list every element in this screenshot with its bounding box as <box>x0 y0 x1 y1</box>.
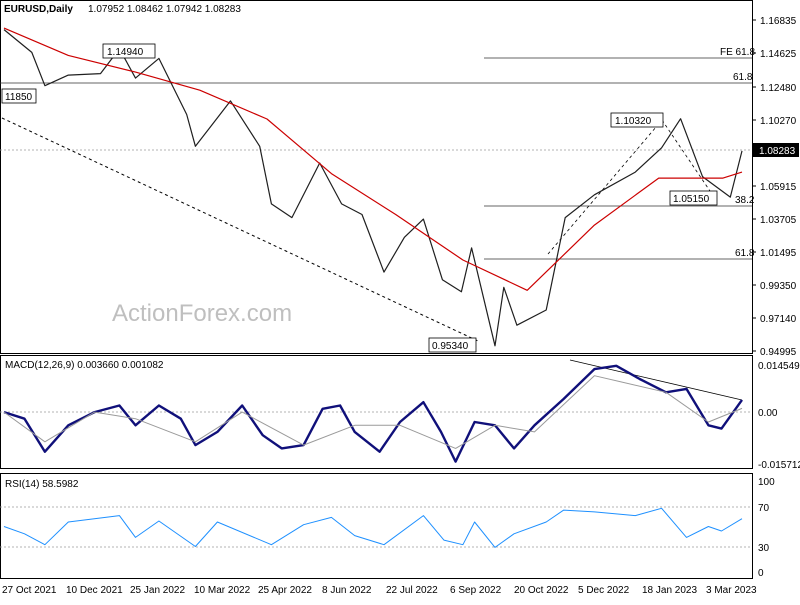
label-11850-text: 11850 <box>5 92 33 103</box>
label-105150: 1.05150 <box>669 190 718 206</box>
xtick-7: 6 Sep 2022 <box>450 585 502 596</box>
rsi-ytick-1: 70 <box>758 503 770 514</box>
macd-ytick-1: 0.00 <box>758 408 778 419</box>
xtick-6: 22 Jul 2022 <box>386 585 438 596</box>
price-ytick-5: 1.05915 <box>760 182 797 193</box>
label-095340-box <box>428 337 477 353</box>
label-105150-box <box>669 190 718 206</box>
level-618-bottom-label: 61.8 <box>735 248 755 259</box>
xtick-2: 25 Jan 2022 <box>130 585 185 596</box>
label-11850-box <box>1 88 37 104</box>
price-ytick-0: 1.16835 <box>760 16 797 27</box>
xtick-5: 8 Jun 2022 <box>322 585 372 596</box>
rsi-pane-border <box>0 473 753 579</box>
xtick-9: 5 Dec 2022 <box>578 585 630 596</box>
price-moving-average-series <box>3 27 743 291</box>
label-095340-text: 0.95340 <box>432 341 469 352</box>
level-fe618-label: FE 61.8 <box>720 47 755 58</box>
label-114940-box <box>102 43 156 59</box>
rsi-layer <box>3 507 743 548</box>
rsi-ytick-2: 30 <box>758 543 770 554</box>
level-382-label: 38.2 <box>735 195 755 206</box>
macd-label: MACD(12,26,9) 0.003660 0.001082 <box>5 360 164 371</box>
macd-ytick-0: 0.014549 <box>758 361 800 372</box>
price-yaxis: 1.16835 1.14625 1.12480 1.10270 1.08283 … <box>752 16 799 358</box>
rsi-ytick-0: 100 <box>758 477 775 488</box>
price-ytick-7: 1.01495 <box>760 248 797 259</box>
rsi-yaxis: 100 70 30 0 <box>758 477 775 579</box>
price-ytick-1: 1.14625 <box>760 49 797 60</box>
rsi-label: RSI(14) 58.5982 <box>5 479 79 490</box>
price-ytick-4: 1.08283 <box>759 146 796 157</box>
symbol-label: EURUSD,Daily <box>4 4 73 15</box>
label-110320-text: 1.10320 <box>615 116 652 127</box>
label-110320: 1.10320 <box>610 112 664 128</box>
xtick-11: 3 Mar 2023 <box>706 585 757 596</box>
long-dotted-trendline <box>1 117 479 342</box>
macd-trendline <box>569 359 743 401</box>
rsi-rsi-series <box>3 507 743 548</box>
watermark: ActionForex.com <box>112 300 292 327</box>
price-ytick-8: 0.99350 <box>760 281 797 292</box>
xtick-8: 20 Oct 2022 <box>514 585 569 596</box>
xtick-1: 10 Dec 2021 <box>66 585 123 596</box>
rsi-ytick-3: 0 <box>758 568 764 579</box>
price-ytick-3: 1.10270 <box>760 116 797 127</box>
xtick-10: 18 Jan 2023 <box>642 585 697 596</box>
xtick-4: 25 Apr 2022 <box>258 585 312 596</box>
macd-macd-series <box>3 364 743 463</box>
label-105150-text: 1.05150 <box>673 194 710 205</box>
macd-signal-series <box>3 375 743 449</box>
chart-header: EURUSD,Daily 1.07952 1.08462 1.07942 1.0… <box>4 4 241 15</box>
ohlc-label: 1.07952 1.08462 1.07942 1.08283 <box>88 4 241 15</box>
xaxis: 27 Oct 2021 10 Dec 2021 25 Jan 2022 10 M… <box>2 585 757 596</box>
label-114940-text: 1.14940 <box>107 47 144 58</box>
xtick-3: 10 Mar 2022 <box>194 585 251 596</box>
price-ytick-10: 0.94995 <box>760 347 797 358</box>
price-pane-border <box>0 0 753 354</box>
label-095340: 0.95340 <box>428 337 477 353</box>
macd-ytick-2: -0.015712 <box>758 460 800 471</box>
price-ytick-2: 1.12480 <box>760 83 797 94</box>
label-114940: 1.14940 <box>102 43 156 59</box>
projection-dash-down <box>661 119 713 195</box>
price-ytick-6: 1.03705 <box>760 215 797 226</box>
price-ytick-9: 0.97140 <box>760 314 797 325</box>
xtick-0: 27 Oct 2021 <box>2 585 57 596</box>
price-price-series <box>3 29 743 347</box>
level-618-top-label: 61.8 <box>733 72 753 83</box>
current-price-box <box>753 143 799 157</box>
macd-yaxis: 0.014549 0.00 -0.015712 <box>758 361 800 471</box>
price-layer <box>3 27 743 347</box>
macd-layer <box>3 364 743 463</box>
label-110320-box <box>610 112 664 128</box>
label-11850: 11850 <box>1 88 37 104</box>
projection-dash-up <box>547 119 663 255</box>
